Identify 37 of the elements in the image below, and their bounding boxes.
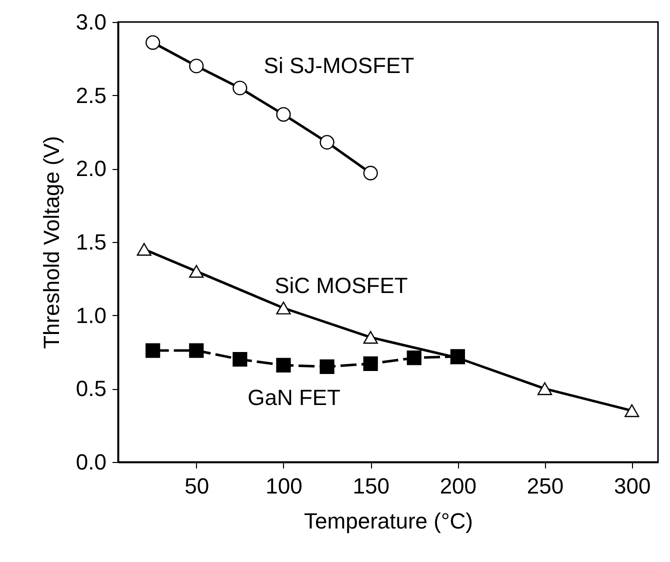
y-tick-label: 1.5 [76,230,106,254]
x-tick-label: 100 [266,474,302,498]
point [276,302,291,314]
y-tick-label: 2.5 [76,82,106,108]
y-tick-label: 0.5 [76,376,106,402]
point [189,264,204,278]
point [320,359,334,374]
x-tick-label: 200 [440,474,477,498]
series-label: Si SJ-MOSFET [264,53,414,78]
point [624,404,640,418]
x-axis-title: Temperature (°C) [304,508,473,534]
point [363,330,378,344]
y-tick-label: 1.0 [76,302,106,328]
x-tick-label: 300 [614,474,651,498]
point [232,352,248,367]
point [189,58,204,74]
point [146,343,160,358]
point [537,382,552,396]
point [363,356,378,372]
y-tick-label: 3.0 [76,10,106,34]
point [136,242,152,256]
y-tick-label: 0.0 [76,450,106,474]
point [146,35,160,50]
x-tick-label: 50 [184,474,210,498]
y-axis-title: Threshold Voltage (V) [38,136,64,349]
point [276,107,291,122]
point [320,134,334,150]
point [276,358,291,373]
x-tick-label: 150 [352,474,390,498]
point [406,350,422,366]
point [189,343,204,358]
point [363,166,378,180]
series-label: GaN FET [248,385,341,410]
x-tick-label: 250 [526,474,564,498]
series-label: SiC MOSFET [274,273,408,298]
point [232,80,248,96]
y-tick-label: 2.0 [76,156,106,182]
